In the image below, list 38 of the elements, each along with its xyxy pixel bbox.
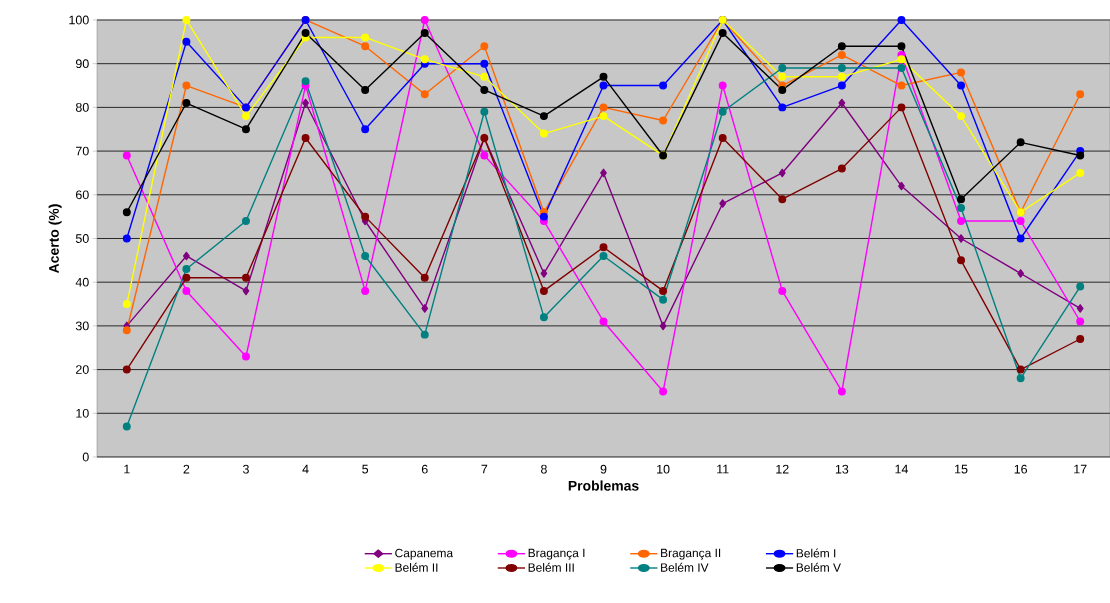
x-tick-label: 7 [481,464,488,474]
x-tick-label: 15 [955,464,968,474]
y-tick-label: 70 [76,146,89,156]
y-tick-label: 90 [75,59,89,69]
y-tick-label: 0 [82,452,89,462]
x-tick-label: 11 [717,464,729,474]
x-tick-label: 5 [362,464,369,474]
legend-label: Belém V [796,562,841,572]
x-tick-label: 9 [600,464,607,474]
x-tick-label: 3 [242,464,249,474]
x-tick-label: 17 [1074,464,1087,474]
y-tick-label: 40 [75,277,89,287]
x-tick-label: 14 [895,464,909,474]
y-tick-label: 100 [69,15,89,25]
y-axis-title: Acerto (%) [48,204,62,274]
x-tick-label: 4 [302,464,309,474]
legend-label: Belém II [395,562,438,572]
legend-label: Belém I [796,548,836,558]
y-tick-label: 60 [76,190,89,200]
x-tick-label: 1 [124,464,130,474]
y-tick-label: 50 [75,234,89,243]
x-tick-label: 12 [776,464,789,474]
x-tick-label: 10 [657,464,670,474]
y-tick-label: 30 [75,321,89,331]
y-tick-label: 20 [76,365,89,374]
legend-label: Capanema [395,548,454,560]
x-tick-label: 8 [541,464,547,474]
x-tick-label: 16 [1014,464,1027,474]
legend-label: Belém III [528,562,574,572]
y-tick-label: 80 [75,102,89,112]
legend-label: Bragança II [661,548,721,560]
x-tick-label: 13 [835,464,849,474]
x-axis-title: Problemas [568,480,639,491]
x-tick-label: 2 [183,464,190,474]
y-tick-label: 10 [76,408,89,418]
legend-label: Bragança I [528,548,585,560]
x-tick-label: 6 [421,464,428,474]
legend-label: Belém IV [661,562,709,572]
